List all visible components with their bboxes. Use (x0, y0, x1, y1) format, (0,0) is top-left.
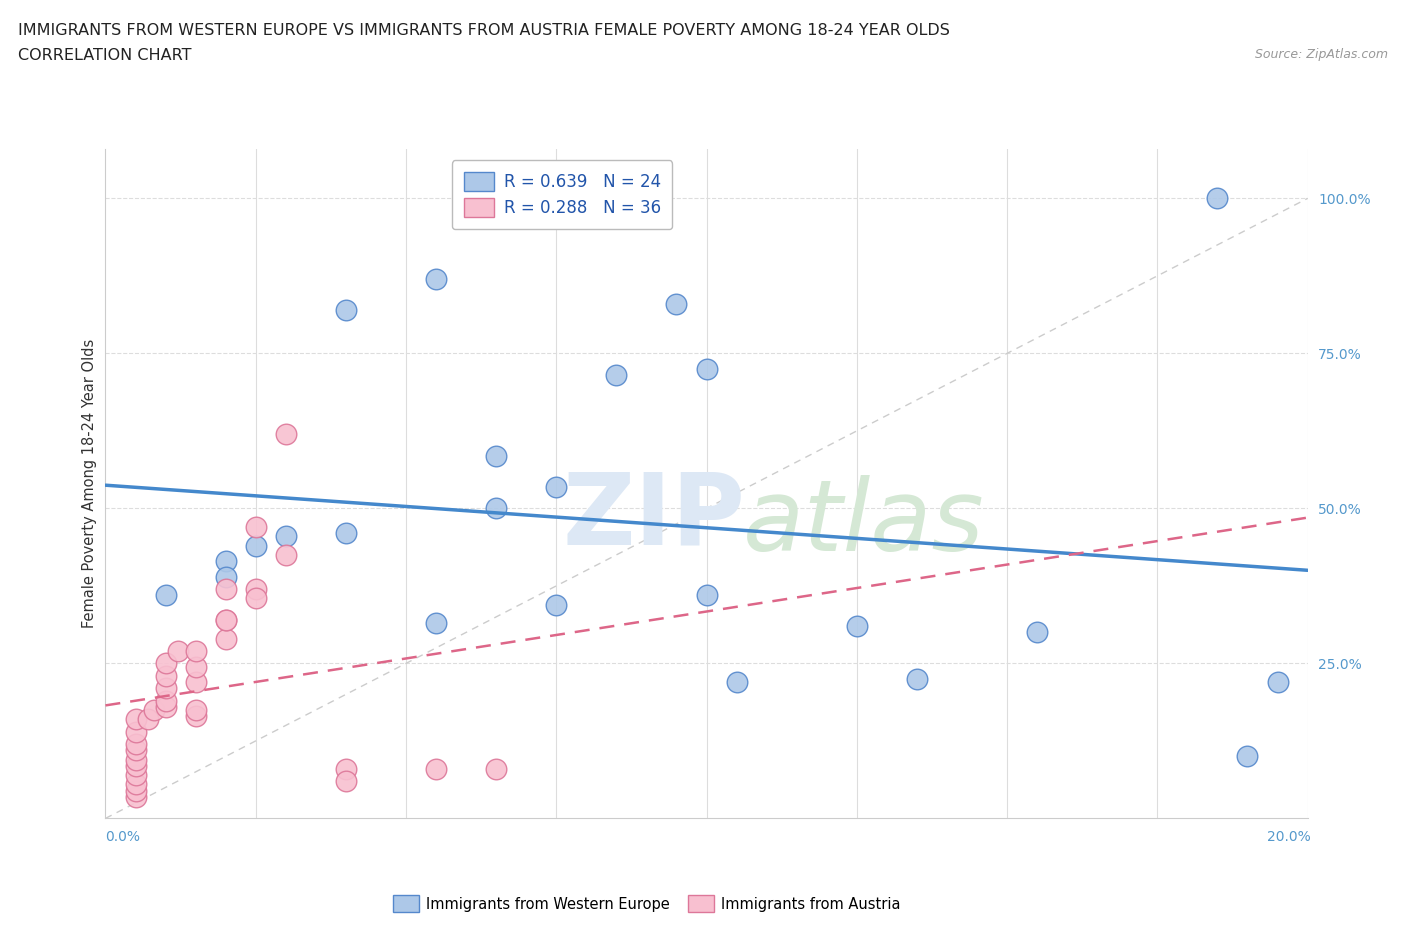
Point (124, 711, 146, 726)
Point (245, 538, 267, 553)
Point (214, 613, 236, 628)
Point (546, 597, 568, 612)
Point (425, 616, 447, 631)
Point (425, 272, 447, 286)
Point (485, 501, 508, 516)
Point (335, 525, 357, 540)
Point (1267, 674, 1289, 689)
Point (485, 448, 508, 463)
Point (124, 777, 146, 791)
Point (696, 588, 718, 603)
Point (214, 581, 236, 596)
Point (124, 758, 146, 773)
Legend: Immigrants from Western Europe, Immigrants from Austria: Immigrants from Western Europe, Immigran… (387, 890, 907, 918)
Point (155, 699, 177, 714)
Point (274, 529, 297, 544)
Point (184, 659, 207, 674)
Point (124, 767, 146, 782)
Text: 0.0%: 0.0% (105, 830, 141, 844)
Point (845, 618, 868, 633)
Point (184, 709, 207, 724)
Point (665, 297, 688, 312)
Point (335, 302, 357, 317)
Text: 20.0%: 20.0% (1267, 830, 1310, 844)
Point (274, 548, 297, 563)
Point (605, 367, 627, 382)
Point (155, 693, 177, 708)
Point (1236, 749, 1258, 764)
Point (214, 631, 236, 646)
Point (184, 674, 207, 689)
Point (166, 644, 188, 658)
Point (155, 681, 177, 696)
Point (184, 702, 207, 717)
Point (155, 669, 177, 684)
Point (696, 362, 718, 377)
Point (546, 479, 568, 494)
Point (124, 783, 146, 798)
Text: CORRELATION CHART: CORRELATION CHART (18, 48, 191, 63)
Point (485, 762, 508, 777)
Point (245, 591, 267, 605)
Point (214, 553, 236, 568)
Text: IMMIGRANTS FROM WESTERN EUROPE VS IMMIGRANTS FROM AUSTRIA FEMALE POVERTY AMONG 1: IMMIGRANTS FROM WESTERN EUROPE VS IMMIGR… (18, 23, 950, 38)
Point (136, 711, 159, 726)
Text: atlas: atlas (742, 475, 984, 572)
Point (905, 671, 928, 686)
Point (124, 743, 146, 758)
Point (1026, 625, 1049, 640)
Text: Source: ZipAtlas.com: Source: ZipAtlas.com (1254, 48, 1388, 61)
Point (725, 674, 748, 689)
Point (245, 520, 267, 535)
Point (142, 702, 165, 717)
Point (245, 581, 267, 596)
Point (155, 656, 177, 671)
Legend: R = 0.639   N = 24, R = 0.288   N = 36: R = 0.639 N = 24, R = 0.288 N = 36 (453, 161, 672, 229)
Point (214, 613, 236, 628)
Point (335, 774, 357, 789)
Y-axis label: Female Poverty Among 18-24 Year Olds: Female Poverty Among 18-24 Year Olds (82, 339, 97, 629)
Point (214, 569, 236, 584)
Point (124, 724, 146, 739)
Point (155, 588, 177, 603)
Text: ZIP: ZIP (562, 469, 745, 565)
Point (1206, 191, 1229, 206)
Point (335, 762, 357, 777)
Point (124, 737, 146, 751)
Point (184, 644, 207, 658)
Point (124, 752, 146, 767)
Point (124, 790, 146, 804)
Point (274, 427, 297, 442)
Point (425, 762, 447, 777)
